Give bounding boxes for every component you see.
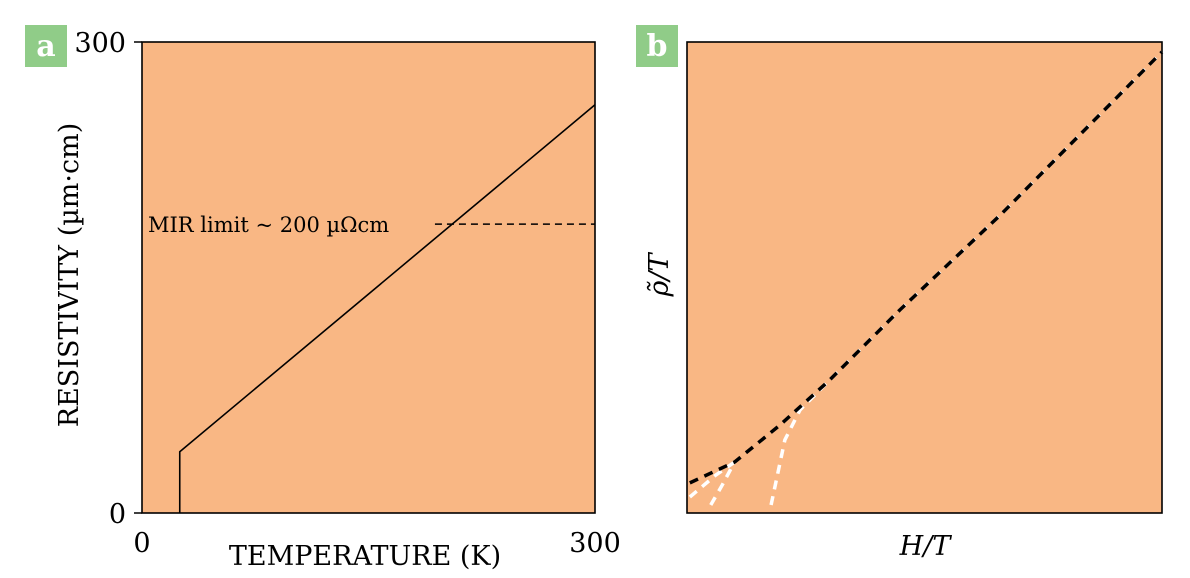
x-tick-label-300: 300	[569, 528, 621, 559]
panel-a-plot-area	[141, 41, 596, 514]
panel-b-marks	[688, 50, 1164, 506]
x-tick-label-0: 0	[133, 528, 150, 559]
panel-a-label-box	[25, 25, 67, 67]
mir-limit-label: MIR limit ~ 200 µΩcm	[148, 213, 389, 237]
panel-a-marks	[178, 104, 596, 513]
series-white-2	[709, 461, 737, 506]
series-black-scaling	[689, 50, 1164, 485]
y-tick-label-300: 300	[74, 28, 126, 59]
series-resistivity	[178, 104, 596, 513]
y-axis-label: RESISTIVITY (µm·cm)	[54, 123, 85, 427]
series-white-3	[769, 50, 1164, 506]
panel-b-label-box	[636, 25, 678, 67]
panel-b-plot-area	[686, 41, 1163, 514]
y-axis-label-b: ρ̃/T	[644, 252, 675, 298]
panel-b-label: b	[647, 29, 668, 64]
x-axis-label-b: H/T	[899, 531, 953, 562]
series-white-1	[688, 460, 736, 499]
y-tick-label-0: 0	[109, 499, 126, 530]
x-axis-label: TEMPERATURE (K)	[229, 541, 501, 572]
panel-a-label: a	[36, 29, 55, 64]
